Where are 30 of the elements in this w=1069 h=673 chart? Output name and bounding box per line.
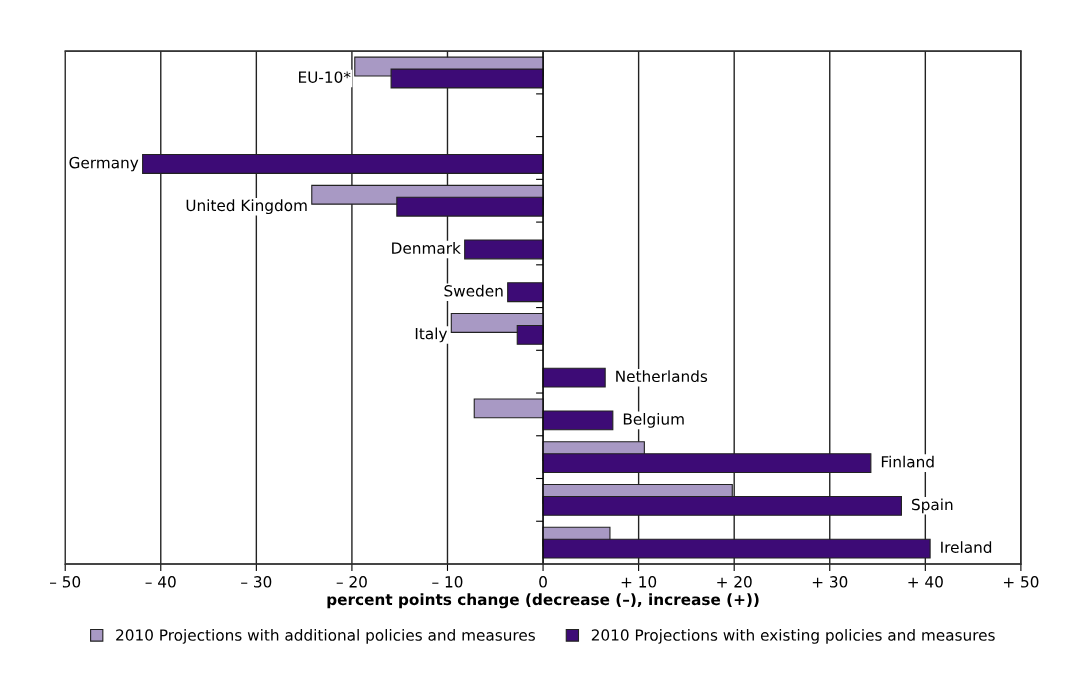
- x-tick-label: – 10: [432, 576, 463, 588]
- bar: [507, 282, 544, 303]
- y-tick-label: United Kingdom: [186, 199, 307, 215]
- x-axis-title: percent points change (decrease (–), increase (+)): [327, 593, 759, 609]
- x-tick-label: + 40: [908, 576, 943, 588]
- bar: [542, 367, 606, 388]
- y-tick-label: Belgium: [623, 412, 684, 428]
- x-tick-label: + 10: [621, 576, 657, 588]
- y-tick-label: Denmark: [392, 242, 461, 254]
- y-tick-label: Finland: [881, 455, 934, 468]
- legend-label: 2010 Projections with existing policies and measures: [591, 629, 995, 644]
- bar: [473, 398, 544, 419]
- x-tick-label: + 30: [812, 576, 848, 588]
- x-tick-label: + 20: [717, 576, 752, 588]
- y-tick-label: Netherlands: [616, 370, 708, 383]
- y-tick-label: Ireland: [941, 541, 992, 554]
- x-tick-label: 0: [539, 576, 547, 588]
- legend-label: 2010 Projections with additional policies and measures: [116, 629, 535, 644]
- y-tick-label: Italy: [415, 327, 448, 343]
- bar: [542, 410, 614, 431]
- y-tick-label: Spain: [912, 498, 953, 514]
- y-tick-label: Sweden: [444, 284, 503, 297]
- x-tick-label: – 40: [145, 576, 176, 588]
- y-tick-label: EU-10*: [299, 71, 351, 83]
- x-tick-label: – 20: [336, 576, 367, 588]
- x-tick-label: + 50: [1003, 576, 1039, 588]
- bar: [464, 239, 544, 260]
- x-tick-label: – 50: [49, 576, 81, 588]
- y-tick-label: Germany: [69, 156, 139, 172]
- x-tick-label: – 30: [241, 576, 272, 588]
